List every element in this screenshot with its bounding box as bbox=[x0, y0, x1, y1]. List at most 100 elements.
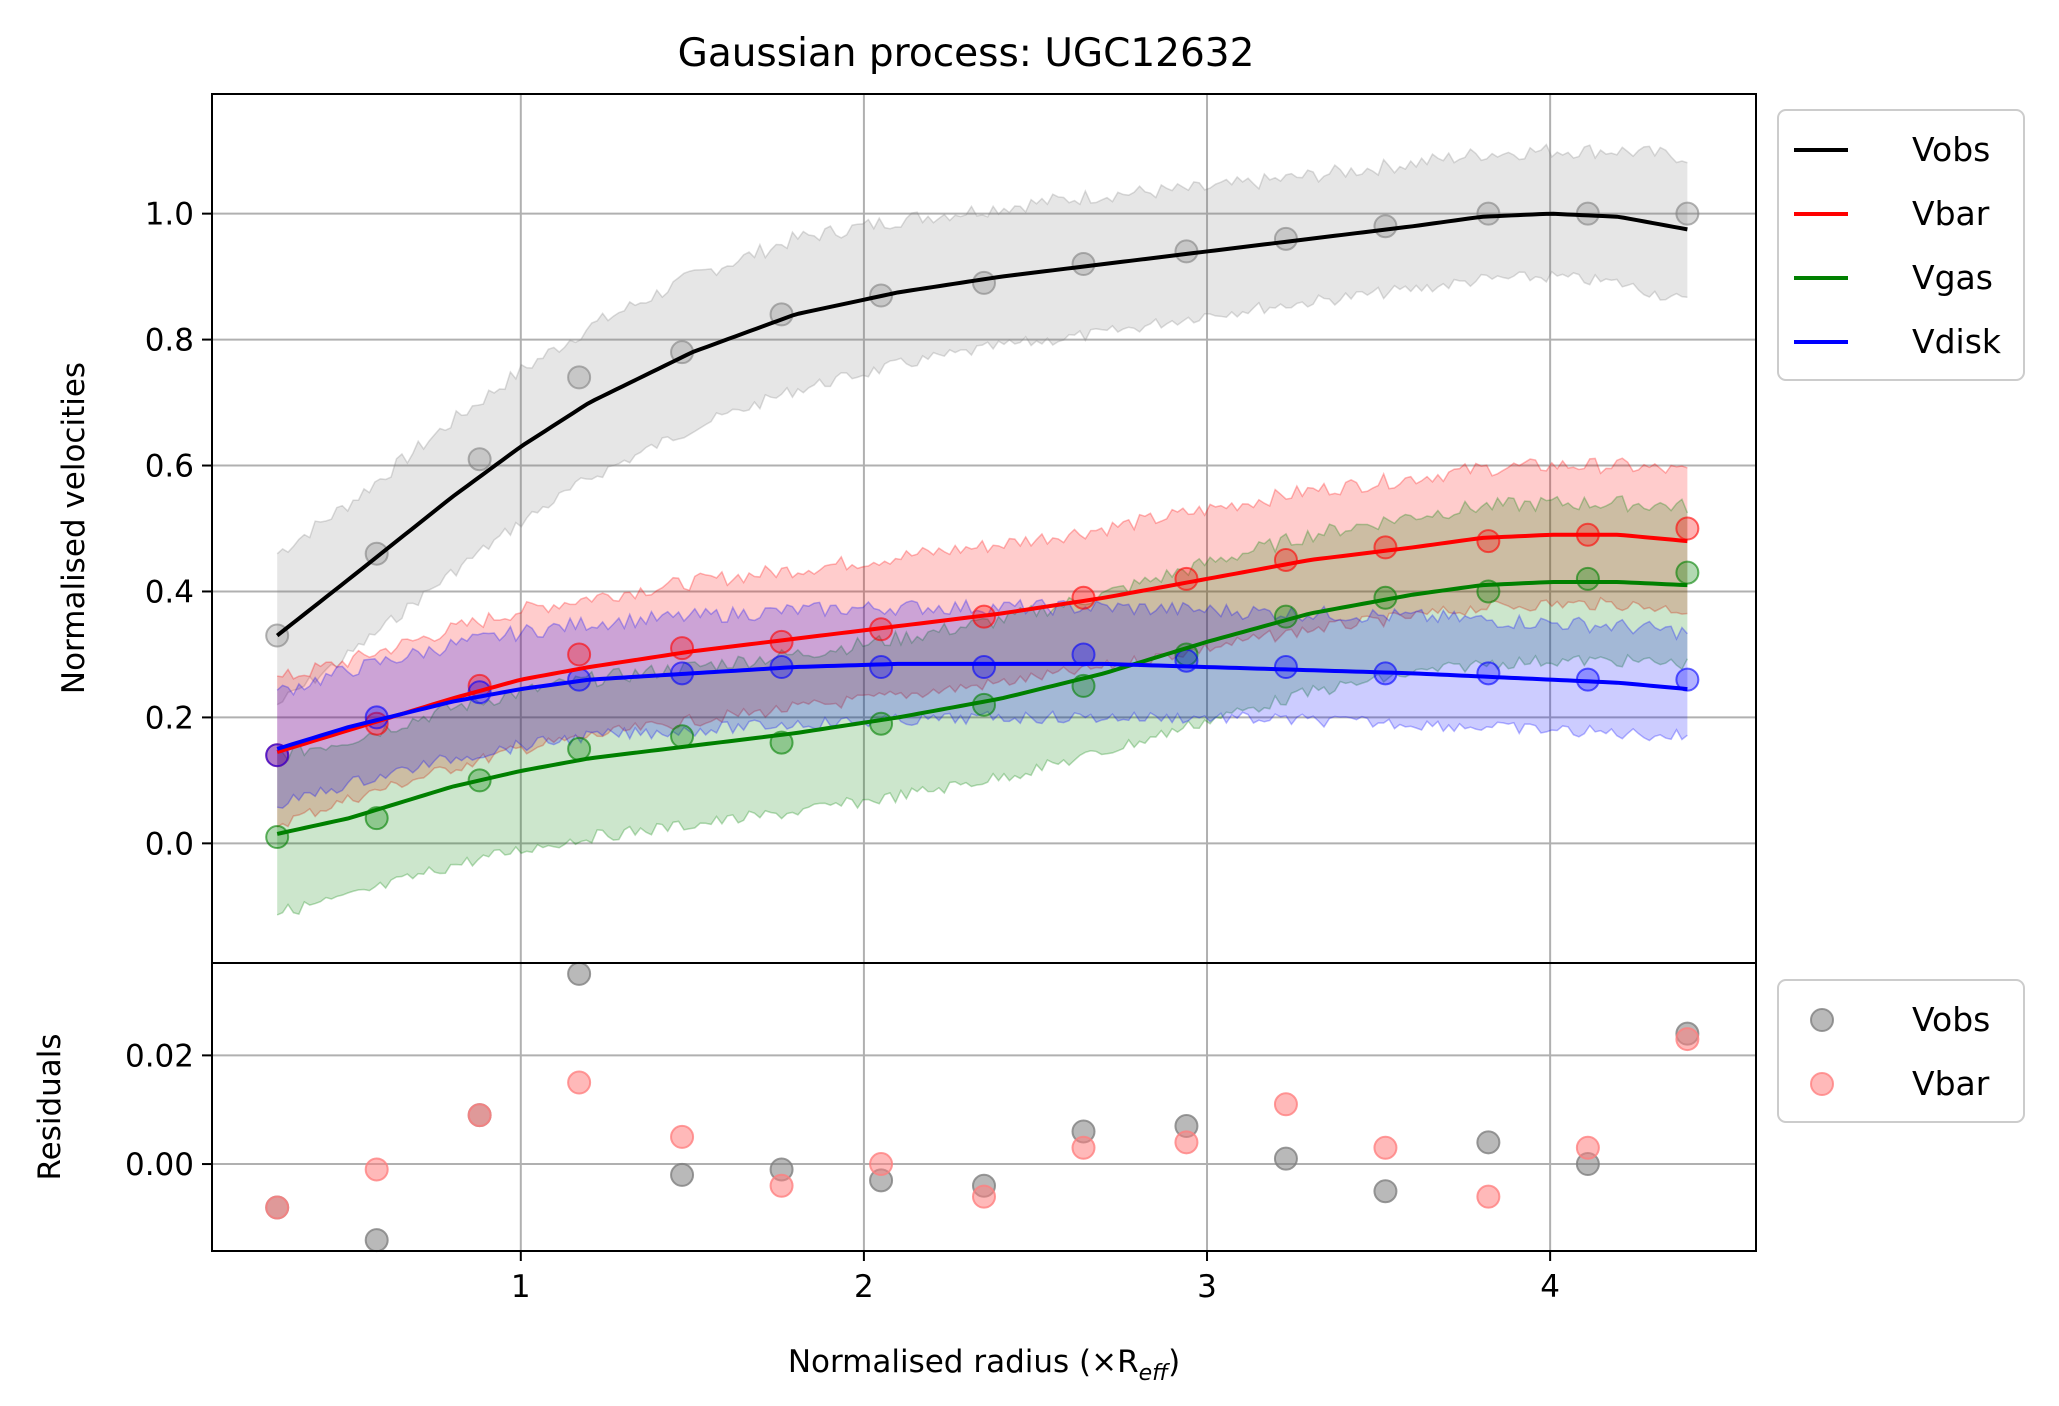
point-vgas bbox=[567, 736, 592, 761]
residual-legend-swatch-vbar bbox=[1810, 1072, 1834, 1096]
point-vgas bbox=[670, 724, 695, 749]
x-tick-label: 2 bbox=[854, 1269, 874, 1305]
residual-legend: Vobs Vbar bbox=[1777, 979, 2025, 1123]
point-vbar bbox=[1174, 566, 1199, 591]
residual-x-ticks: 1 2 3 4 bbox=[511, 1251, 1560, 1305]
point-vbar bbox=[567, 642, 592, 667]
residual-y-tick-label: 0.02 bbox=[125, 1038, 194, 1074]
residual-y-axis-label: Residuals bbox=[32, 1033, 68, 1180]
main-legend: Vobs Vbar Vgas Vdisk bbox=[1777, 109, 2025, 381]
band-vbar bbox=[277, 458, 1688, 828]
residual-point-vbar bbox=[869, 1152, 894, 1177]
residual-point-vbar bbox=[467, 1103, 492, 1128]
point-vbar bbox=[1476, 529, 1501, 554]
residual-point-vbar bbox=[769, 1173, 794, 1198]
point-vobs bbox=[972, 270, 996, 295]
line-vgas bbox=[276, 580, 1688, 836]
main-legend-box bbox=[1777, 109, 2025, 381]
x-axis-label: Normalised radius (×Reff) bbox=[788, 1344, 1180, 1386]
residual-point-vbar bbox=[567, 1070, 592, 1095]
legend-label-vbar: Vbar bbox=[1912, 194, 1990, 233]
main-y-tick-label: 0.4 bbox=[145, 574, 194, 610]
x-tick-label: 3 bbox=[1197, 1269, 1217, 1305]
residual-point-vbar bbox=[1174, 1130, 1199, 1155]
legend-label-vobs: Vobs bbox=[1912, 130, 1990, 169]
point-vgas bbox=[869, 711, 894, 736]
residual-plot-frame bbox=[211, 962, 1757, 1252]
confidence-bands bbox=[276, 143, 1689, 916]
band-lower-edge-vdisk bbox=[277, 710, 1688, 809]
main-y-axis-label: Normalised velocities bbox=[56, 362, 92, 694]
residual-points bbox=[265, 961, 1700, 1253]
band-lower-edge-vgas bbox=[276, 653, 1689, 916]
x-tick-label: 4 bbox=[1540, 1269, 1560, 1305]
residual-point-vbar bbox=[1273, 1092, 1298, 1117]
band-vobs bbox=[277, 144, 1688, 705]
point-vobs bbox=[1373, 214, 1398, 239]
residual-panel: 0.00 0.02 1 2 3 4 Residuals Normalised radiu… bbox=[32, 961, 2025, 1386]
residual-point-vbar bbox=[972, 1184, 996, 1209]
residual-point-vbar bbox=[1476, 1184, 1501, 1209]
residual-point-vobs bbox=[567, 961, 592, 986]
residual-point-vobs bbox=[1273, 1146, 1298, 1171]
residual-legend-box bbox=[1777, 979, 2025, 1123]
legend-label-vgas: Vgas bbox=[1912, 258, 1993, 297]
residual-point-vbar bbox=[1373, 1135, 1398, 1160]
main-y-ticks: 0.0 0.2 0.4 0.6 0.8 1.0 bbox=[145, 197, 212, 862]
gp-mean-lines bbox=[275, 211, 1688, 836]
main-y-tick-label: 0.0 bbox=[145, 826, 194, 862]
point-vdisk bbox=[972, 655, 996, 680]
residual-point-vbar bbox=[364, 1157, 389, 1182]
point-vdisk bbox=[869, 655, 894, 680]
residual-y-ticks: 0.00 0.02 bbox=[125, 1038, 212, 1183]
chart-title: Gaussian process: UGC12632 bbox=[678, 31, 1255, 76]
point-vgas bbox=[1575, 566, 1600, 591]
point-vdisk bbox=[1273, 655, 1298, 680]
residual-point-vbar bbox=[265, 1195, 290, 1220]
legend-label-vdisk: Vdisk bbox=[1912, 322, 2002, 361]
x-tick-label: 1 bbox=[511, 1269, 531, 1305]
residual-y-tick-label: 0.00 bbox=[125, 1147, 194, 1183]
point-vobs bbox=[1476, 201, 1501, 226]
residual-point-vobs bbox=[364, 1228, 389, 1253]
main-panel: 0.0 0.2 0.4 0.6 0.8 1.0 Normalised velocities… bbox=[56, 93, 2025, 964]
point-vbar bbox=[1373, 535, 1398, 560]
residual-legend-swatch-vobs bbox=[1810, 1008, 1834, 1032]
point-vgas bbox=[1675, 560, 1700, 585]
point-vobs bbox=[1675, 201, 1700, 226]
band-upper-edge-vgas bbox=[277, 495, 1689, 762]
main-y-tick-label: 1.0 bbox=[145, 197, 194, 233]
residual-point-vobs bbox=[670, 1162, 695, 1187]
band-lower-edge-vbar bbox=[276, 596, 1688, 828]
band-upper-edge-vbar bbox=[277, 457, 1688, 680]
residual-point-vobs bbox=[1373, 1179, 1398, 1204]
line-vobs bbox=[275, 211, 1688, 638]
x-axis-label-subscript: eff bbox=[1139, 1361, 1171, 1386]
residual-point-vbar bbox=[1675, 1027, 1700, 1052]
point-vdisk bbox=[1476, 661, 1501, 686]
band-vgas bbox=[277, 496, 1688, 915]
x-axis-label-text: Normalised radius (×R bbox=[788, 1344, 1139, 1380]
residual-point-vobs bbox=[1476, 1130, 1501, 1155]
line-vdisk bbox=[276, 661, 1688, 751]
residual-gridlines bbox=[212, 963, 1756, 1251]
band-lower-edge-vobs bbox=[276, 270, 1688, 706]
main-y-tick-label: 0.6 bbox=[145, 449, 194, 485]
main-y-tick-label: 0.2 bbox=[145, 700, 194, 736]
band-upper-edge-vdisk bbox=[276, 598, 1688, 697]
point-vobs bbox=[567, 365, 592, 390]
residual-point-vbar bbox=[670, 1124, 695, 1149]
main-y-tick-label: 0.8 bbox=[145, 323, 194, 359]
point-vbar bbox=[1675, 516, 1700, 541]
residual-point-vbar bbox=[1575, 1135, 1600, 1160]
point-vgas bbox=[265, 825, 290, 850]
residual-legend-label-vobs: Vobs bbox=[1912, 1000, 1990, 1039]
band-upper-edge-vobs bbox=[276, 143, 1688, 555]
residual-point-vbar bbox=[1071, 1135, 1096, 1160]
x-axis-label-close: ) bbox=[1168, 1344, 1180, 1380]
residual-legend-label-vbar: Vbar bbox=[1912, 1064, 1990, 1103]
point-vdisk bbox=[1675, 667, 1700, 692]
line-vbar bbox=[276, 532, 1688, 754]
point-vobs bbox=[467, 447, 492, 472]
